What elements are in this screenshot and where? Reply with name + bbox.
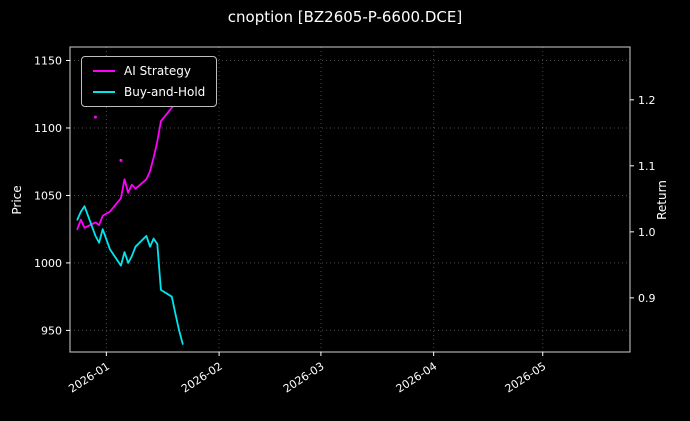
plot-border: [69, 46, 631, 353]
stray-marker-dot: [93, 115, 97, 119]
series-line-ai-strategy: [76, 66, 184, 231]
left-axis-label: Price: [10, 185, 24, 215]
price-tick-label: 1150: [34, 54, 62, 67]
legend-label-buy-and-hold: Buy-and-Hold: [124, 85, 206, 99]
stray-marker-dot: [119, 158, 123, 162]
legend-item-buy-and-hold: Buy-and-Hold: [93, 85, 205, 99]
price-tick-label: 950: [41, 324, 62, 337]
price-tick-label: 1000: [34, 257, 62, 270]
return-tick-label: 1.2: [638, 94, 656, 107]
return-tick-label: 0.9: [638, 292, 656, 305]
ai-strategy-line-swatch: [93, 70, 115, 72]
series-line-buy-and-hold: [76, 205, 184, 345]
date-tick-label: 2026-04: [394, 360, 440, 396]
return-tick-label: 1.1: [638, 160, 656, 173]
legend: AI Strategy Buy-and-Hold: [81, 56, 218, 107]
date-tick-label: 2026-03: [281, 360, 327, 396]
return-tick-label: 1.0: [638, 226, 656, 239]
date-tick-label: 2026-01: [66, 360, 112, 396]
legend-item-ai-strategy: AI Strategy: [93, 64, 205, 78]
date-tick-label: 2026-02: [179, 360, 225, 396]
price-tick-label: 1100: [34, 122, 62, 135]
right-axis-label: Return: [655, 180, 669, 220]
date-tick-label: 2026-05: [503, 360, 549, 396]
buy-and-hold-line-swatch: [93, 91, 115, 93]
legend-label-ai-strategy: AI Strategy: [124, 64, 191, 78]
price-tick-label: 1050: [34, 189, 62, 202]
chart-title: cnoption [BZ2605-P-6600.DCE]: [227, 8, 463, 26]
